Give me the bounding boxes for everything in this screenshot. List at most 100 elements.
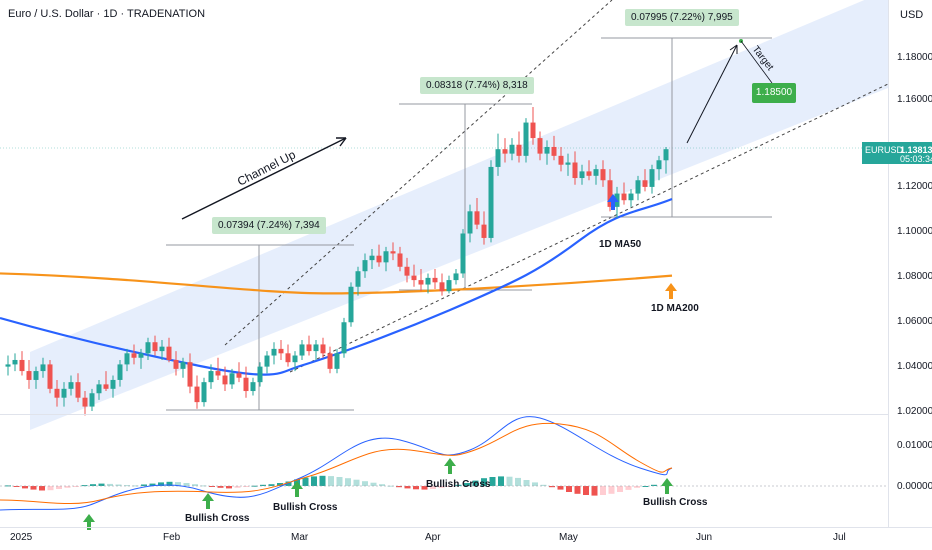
candle-body: [439, 282, 445, 292]
macd-histogram-bar: [642, 486, 649, 487]
candle-body: [495, 149, 501, 167]
measure-label-3: 0.07995 (7.22%) 7,995: [625, 9, 739, 26]
ma200-label: 1D MA200: [651, 303, 699, 314]
candle-body: [362, 260, 368, 272]
macd-histogram-bar: [370, 482, 377, 486]
signal-line: [0, 422, 673, 505]
price-tag-value: 1.13813: [900, 145, 932, 155]
candle-body: [96, 384, 102, 394]
macd-histogram-bar: [464, 483, 470, 486]
macd-histogram-bar: [489, 477, 496, 486]
macd-histogram-bar: [608, 486, 615, 494]
candle-body: [285, 353, 291, 363]
macd-histogram-bar: [183, 483, 190, 486]
macd-histogram-bar: [175, 482, 181, 486]
macd-histogram-bar: [481, 478, 487, 486]
macd-histogram-bar: [260, 484, 266, 486]
candle-body: [334, 353, 340, 369]
time-tick: Feb: [163, 532, 181, 543]
macd-histogram-bar: [532, 482, 538, 486]
candle-body: [292, 355, 298, 363]
candle-body: [124, 353, 130, 365]
candle-body: [117, 364, 123, 380]
macd-histogram-bar: [515, 477, 521, 486]
macd-histogram-bar: [557, 486, 564, 490]
price-tick: 1.06000: [897, 316, 932, 327]
target-arrowhead: [729, 44, 738, 54]
candle-body: [138, 353, 144, 358]
macd-histogram-bar: [226, 486, 232, 489]
candle-body: [607, 180, 613, 207]
macd-histogram-bar: [583, 486, 589, 495]
candle-body: [89, 393, 95, 407]
macd-histogram-bar: [98, 483, 105, 486]
candle-body: [537, 138, 543, 154]
candle-body: [61, 388, 67, 398]
macd-histogram-bar: [455, 484, 462, 486]
ma200-line: [0, 272, 673, 295]
candle-body: [600, 169, 606, 181]
candle-body: [103, 384, 109, 389]
candle-body: [75, 382, 81, 398]
macd-histogram-bar: [243, 486, 249, 487]
macd-histogram-bar: [617, 486, 623, 492]
candle-body: [411, 275, 417, 281]
macd-histogram-bar: [217, 486, 224, 488]
candle-body: [593, 169, 599, 176]
macd-histogram-bar: [430, 486, 436, 489]
macd-histogram-bar: [472, 480, 479, 486]
macd-line: [0, 416, 673, 511]
candle-body: [54, 388, 60, 398]
candle-body: [208, 371, 214, 383]
candle-body: [488, 166, 494, 238]
candle-body: [257, 366, 263, 383]
macd-histogram-bar: [277, 483, 283, 486]
candle-body: [369, 255, 375, 261]
target-price-box: 1.18500: [752, 83, 796, 103]
macd-histogram-bar: [251, 485, 258, 487]
candle-body: [82, 397, 88, 407]
candle-body: [481, 224, 487, 238]
macd-histogram-bar: [22, 486, 28, 489]
macd-histogram-bar: [336, 477, 343, 486]
candle-body: [271, 348, 277, 356]
macd-histogram-bar: [166, 481, 173, 486]
candle-body: [68, 382, 74, 389]
macd-histogram-bar: [319, 475, 326, 486]
macd-histogram-bar: [285, 481, 292, 486]
candle-body: [558, 155, 564, 165]
macd-histogram-bar: [30, 486, 37, 490]
price-tick: 1.12000: [897, 181, 932, 192]
price-tick: 1.16000: [897, 94, 932, 105]
macd-histogram-bar: [413, 486, 419, 490]
macd-histogram-bar: [438, 486, 445, 488]
candle-body: [425, 277, 431, 285]
macd-histogram-bar: [73, 486, 79, 487]
candle-body: [222, 375, 228, 385]
channel-upper-line: [224, 0, 613, 346]
candle-body: [341, 322, 347, 354]
candle-body: [656, 160, 662, 170]
candle-body: [187, 362, 193, 387]
time-tick: Jul: [833, 532, 846, 543]
macd-histogram-bar: [345, 478, 351, 486]
price-tag-symbol: EURUSD: [865, 145, 904, 155]
candle-body: [47, 364, 53, 389]
bullish-cross-label-1: Bullish Cross: [185, 513, 250, 524]
candle-body: [621, 193, 627, 201]
channel-up-arrowhead: [336, 137, 347, 147]
candle-body: [397, 253, 403, 267]
macd-histogram-bar: [47, 486, 54, 491]
time-axis-divider: [0, 527, 932, 528]
candle-body: [327, 353, 333, 369]
price-tick: 1.10000: [897, 226, 932, 237]
bullish-cross-arrow-icon: [444, 458, 456, 474]
candle-body: [579, 171, 585, 179]
measure-label-1: 0.07394 (7.24%) 7,394: [212, 217, 326, 234]
macd-histogram-bar: [506, 476, 513, 486]
candle-body: [649, 169, 655, 187]
price-tick: 1.08000: [897, 271, 932, 282]
measure-label-2: 0.08318 (7.74%) 8,318: [420, 77, 534, 94]
candle-body: [544, 146, 550, 154]
